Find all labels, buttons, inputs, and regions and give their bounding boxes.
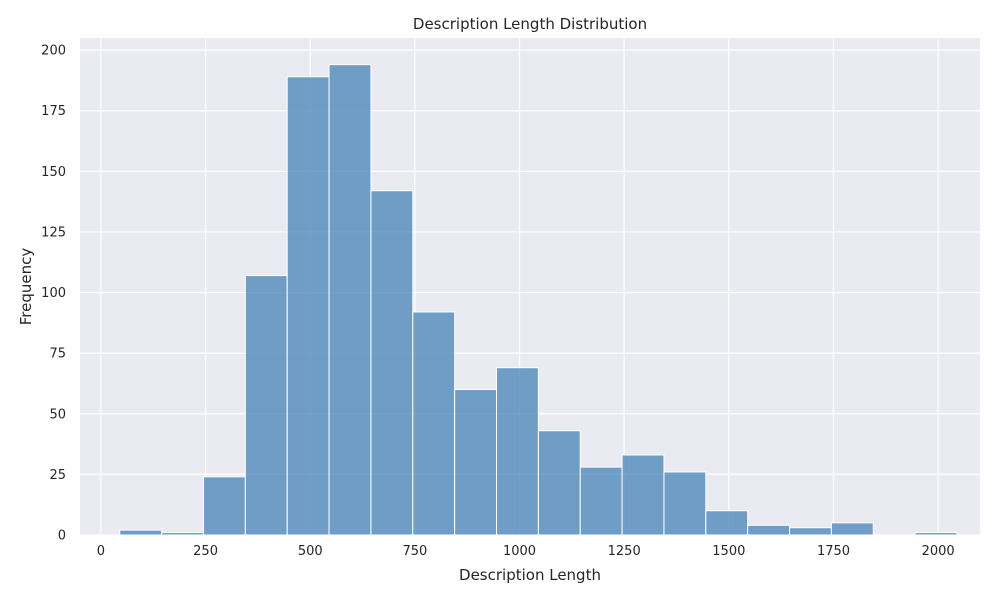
x-tick-label: 500 (298, 544, 323, 559)
x-tick-label: 1500 (712, 544, 745, 559)
y-tick-label: 150 (41, 165, 66, 180)
histogram-bar (830, 522, 874, 536)
histogram-bar (914, 532, 958, 536)
histogram-bar (244, 275, 288, 536)
histogram-bar (537, 430, 581, 536)
y-tick-label: 0 (58, 529, 66, 544)
histogram-bar (454, 389, 498, 536)
x-axis-ticks: 0 250 500 750 1000 1250 1500 1750 2000 (97, 544, 955, 559)
y-tick-label: 75 (49, 347, 66, 362)
x-tick-label: 1250 (608, 544, 641, 559)
histogram-bar (705, 510, 749, 536)
y-axis-label: Frequency (17, 248, 35, 326)
histogram-bar (663, 471, 707, 536)
x-tick-label: 1750 (817, 544, 850, 559)
histogram-bar (621, 454, 665, 536)
x-tick-label: 750 (402, 544, 427, 559)
x-tick-label: 250 (193, 544, 218, 559)
x-axis-label: Description Length (459, 566, 601, 584)
y-tick-label: 175 (41, 104, 66, 119)
chart-title: Description Length Distribution (413, 15, 647, 33)
histogram-bar (328, 64, 372, 536)
histogram-bar (789, 527, 832, 536)
x-tick-label: 0 (97, 544, 105, 559)
histogram-bar (412, 311, 456, 536)
histogram-bar (119, 529, 163, 536)
y-axis-ticks: 0 25 50 75 100 125 150 175 200 (41, 44, 66, 544)
histogram-bar (202, 476, 246, 536)
histogram-bar (370, 190, 414, 536)
histogram-bar (747, 524, 791, 536)
y-tick-label: 200 (41, 44, 66, 59)
y-tick-label: 50 (49, 407, 66, 422)
x-tick-label: 1000 (503, 544, 536, 559)
y-tick-label: 125 (41, 225, 66, 240)
x-tick-label: 2000 (922, 544, 955, 559)
histogram-bar (579, 466, 623, 536)
histogram-bar (496, 367, 539, 536)
y-tick-label: 25 (49, 468, 66, 483)
histogram-bar (286, 76, 330, 536)
y-tick-label: 100 (41, 286, 66, 301)
histogram-bars (119, 64, 958, 536)
histogram-bar (161, 532, 204, 536)
